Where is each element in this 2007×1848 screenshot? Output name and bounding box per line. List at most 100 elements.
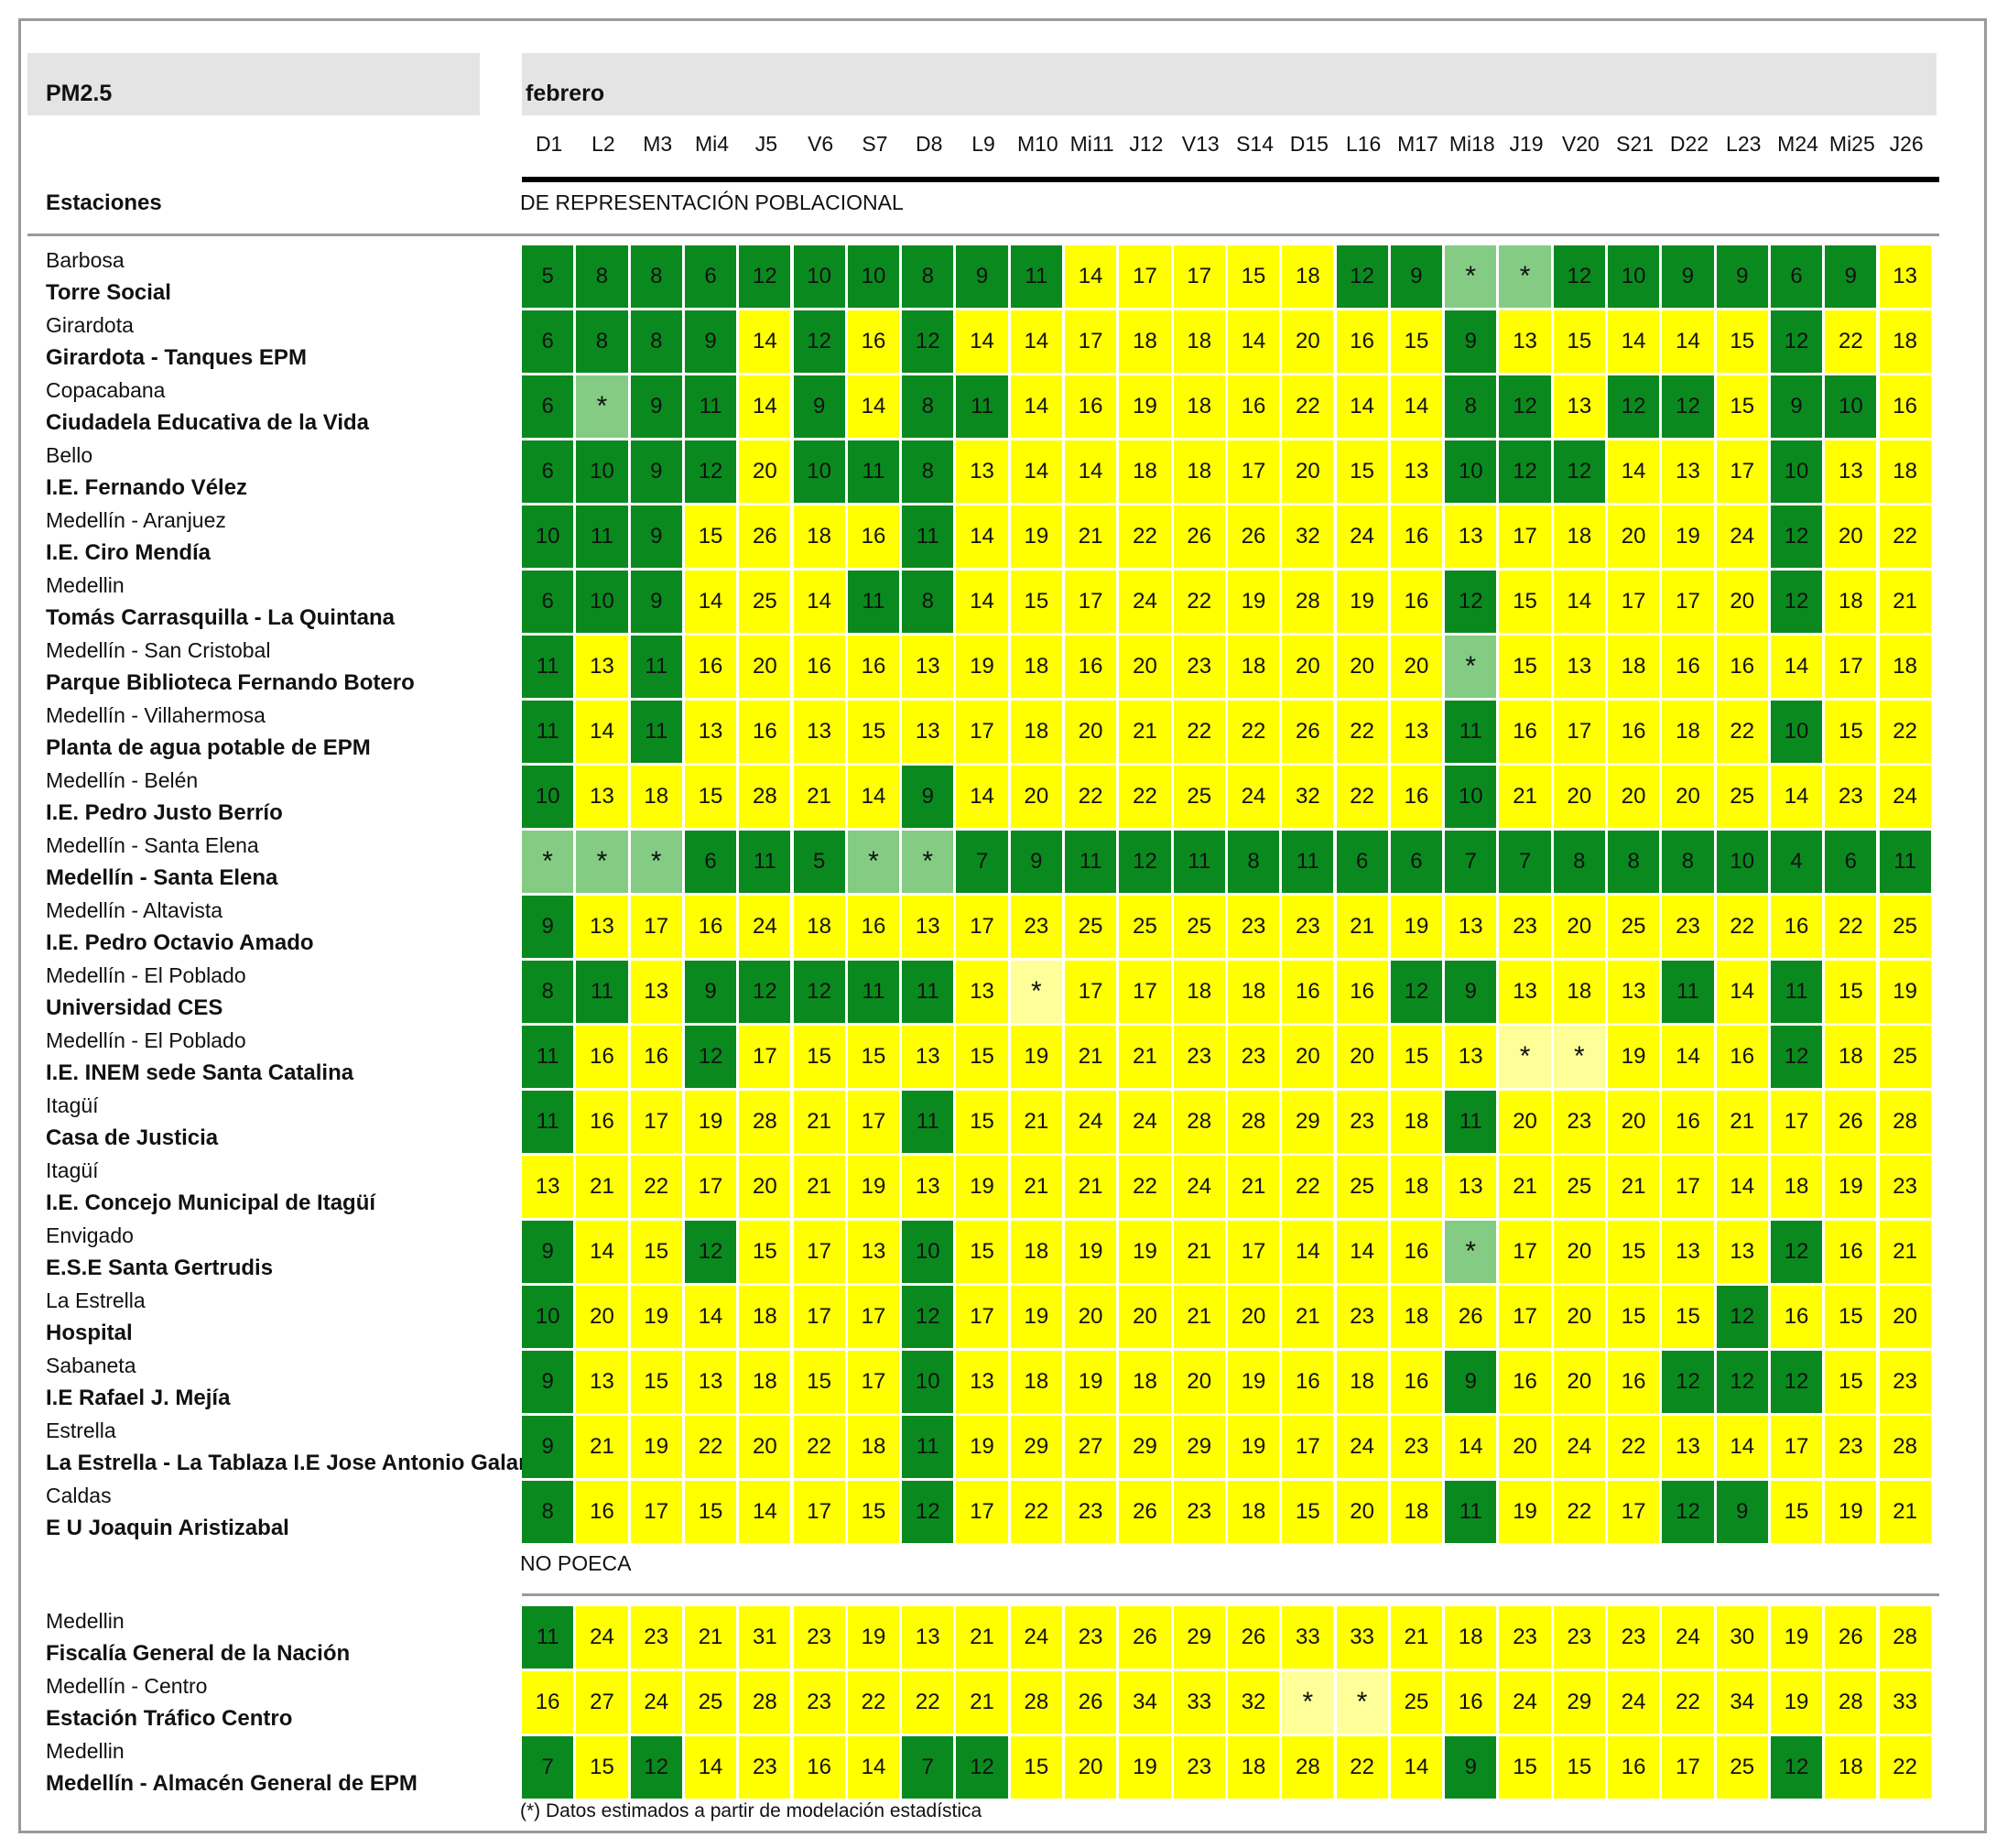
value-cell: 16 (1499, 1351, 1553, 1415)
value-cell: 23 (1879, 1156, 1933, 1220)
value-cell: 10 (793, 245, 847, 310)
value-cell: 7 (522, 1736, 576, 1800)
value-cell: 33 (1336, 1606, 1390, 1670)
value-cell: 14 (1010, 440, 1064, 505)
value-cell: * (576, 375, 630, 440)
value-cell: 18 (793, 896, 847, 960)
value-cell: 26 (1119, 1481, 1173, 1545)
value-cell: 24 (1336, 1416, 1390, 1480)
value-cell: 19 (630, 1416, 684, 1480)
value-cell: 23 (1336, 1091, 1390, 1155)
value-cell: 16 (1879, 375, 1933, 440)
value-cell: 10 (1445, 766, 1499, 830)
station-name: E U Joaquin Aristizabal (46, 1516, 289, 1540)
value-cell: 8 (1445, 375, 1499, 440)
value-cell: 12 (1662, 375, 1716, 440)
value-cell: 13 (956, 440, 1010, 505)
value-cell: 20 (739, 1156, 793, 1220)
value-cell: 14 (739, 1481, 793, 1545)
value-cell: 32 (1227, 1671, 1282, 1735)
value-cell: 16 (1825, 1221, 1879, 1285)
value-cell: 18 (1662, 701, 1716, 765)
value-cell: 11 (1445, 1481, 1499, 1545)
value-cell: 15 (1825, 701, 1879, 765)
station-city: Medellín - Altavista (46, 898, 223, 922)
value-cell: 19 (1010, 505, 1064, 570)
value-cell: 17 (1499, 505, 1553, 570)
station-city: Medellín - Santa Elena (46, 833, 259, 857)
value-cell: 18 (1173, 440, 1227, 505)
value-cell: 17 (1173, 245, 1227, 310)
value-cell: 14 (1065, 440, 1119, 505)
value-cell: 9 (630, 440, 684, 505)
value-cell: 16 (1608, 1351, 1662, 1415)
value-cell: 16 (847, 636, 902, 700)
value-cell: 13 (576, 766, 630, 830)
value-cell: 12 (1553, 245, 1607, 310)
value-cell: 17 (793, 1221, 847, 1285)
station-name: Casa de Justicia (46, 1125, 219, 1150)
value-cell: 6 (522, 375, 576, 440)
value-cell: * (1336, 1671, 1390, 1735)
value-cell: 16 (1390, 505, 1445, 570)
value-cell: 12 (1770, 505, 1825, 570)
day-header: S21 (1616, 132, 1654, 156)
value-cell: 22 (793, 1416, 847, 1480)
value-cell: 11 (630, 701, 684, 765)
value-cell: 23 (1173, 1736, 1227, 1800)
value-cell: 21 (1227, 1156, 1282, 1220)
value-cell: 11 (522, 636, 576, 700)
value-cell: 16 (1227, 375, 1282, 440)
value-cell: * (1553, 1026, 1607, 1090)
value-cell: 15 (684, 505, 739, 570)
value-cell: 28 (1879, 1416, 1933, 1480)
station-city: Medellín - El Poblado (46, 1028, 246, 1052)
value-cell: 24 (1010, 1606, 1064, 1670)
value-cell: 5 (793, 831, 847, 895)
value-cell: 12 (902, 310, 956, 375)
value-cell: 23 (1010, 896, 1064, 960)
value-cell: 23 (1336, 1286, 1390, 1350)
value-cell: 29 (1282, 1091, 1336, 1155)
value-cell: 15 (1499, 571, 1553, 635)
value-cell: 18 (793, 505, 847, 570)
day-header: Mi25 (1828, 132, 1875, 156)
value-cell: 28 (739, 1091, 793, 1155)
day-header: J26 (1889, 132, 1924, 156)
value-cell: 21 (1065, 505, 1119, 570)
value-cell: 16 (1282, 1351, 1336, 1415)
value-cell: 18 (1173, 375, 1227, 440)
value-cell: 19 (1010, 1026, 1064, 1090)
value-cell: 13 (1445, 1156, 1499, 1220)
value-cell: 33 (1173, 1671, 1227, 1735)
value-cell: 14 (684, 571, 739, 635)
value-cell: 32 (1282, 766, 1336, 830)
value-cell: 22 (1336, 701, 1390, 765)
value-cell: 16 (1336, 961, 1390, 1025)
value-cell: 23 (1390, 1416, 1445, 1480)
value-cell: 24 (1716, 505, 1770, 570)
value-cell: 23 (1173, 636, 1227, 700)
station-name: I.E Rafael J. Mejía (46, 1386, 231, 1410)
day-header: D8 (916, 132, 943, 156)
value-cell: 12 (1336, 245, 1390, 310)
value-cell: 18 (1390, 1286, 1445, 1350)
value-cell: 24 (1173, 1156, 1227, 1220)
value-cell: 26 (1119, 1606, 1173, 1670)
value-cell: * (847, 831, 902, 895)
value-cell: 23 (793, 1671, 847, 1735)
value-cell: 18 (1879, 636, 1933, 700)
value-cell: 20 (1065, 1286, 1119, 1350)
value-cell: 16 (1445, 1671, 1499, 1735)
value-cell: 18 (1336, 1351, 1390, 1415)
value-cell: 18 (1173, 961, 1227, 1025)
value-cell: 15 (630, 1351, 684, 1415)
value-cell: 20 (1173, 1351, 1227, 1415)
station-name: Universidad CES (46, 995, 223, 1020)
value-cell: 19 (1227, 1351, 1282, 1415)
value-cell: 20 (1065, 1736, 1119, 1800)
value-cell: 23 (630, 1606, 684, 1670)
value-cell: 16 (793, 1736, 847, 1800)
value-cell: 11 (576, 961, 630, 1025)
value-cell: 25 (1716, 1736, 1770, 1800)
